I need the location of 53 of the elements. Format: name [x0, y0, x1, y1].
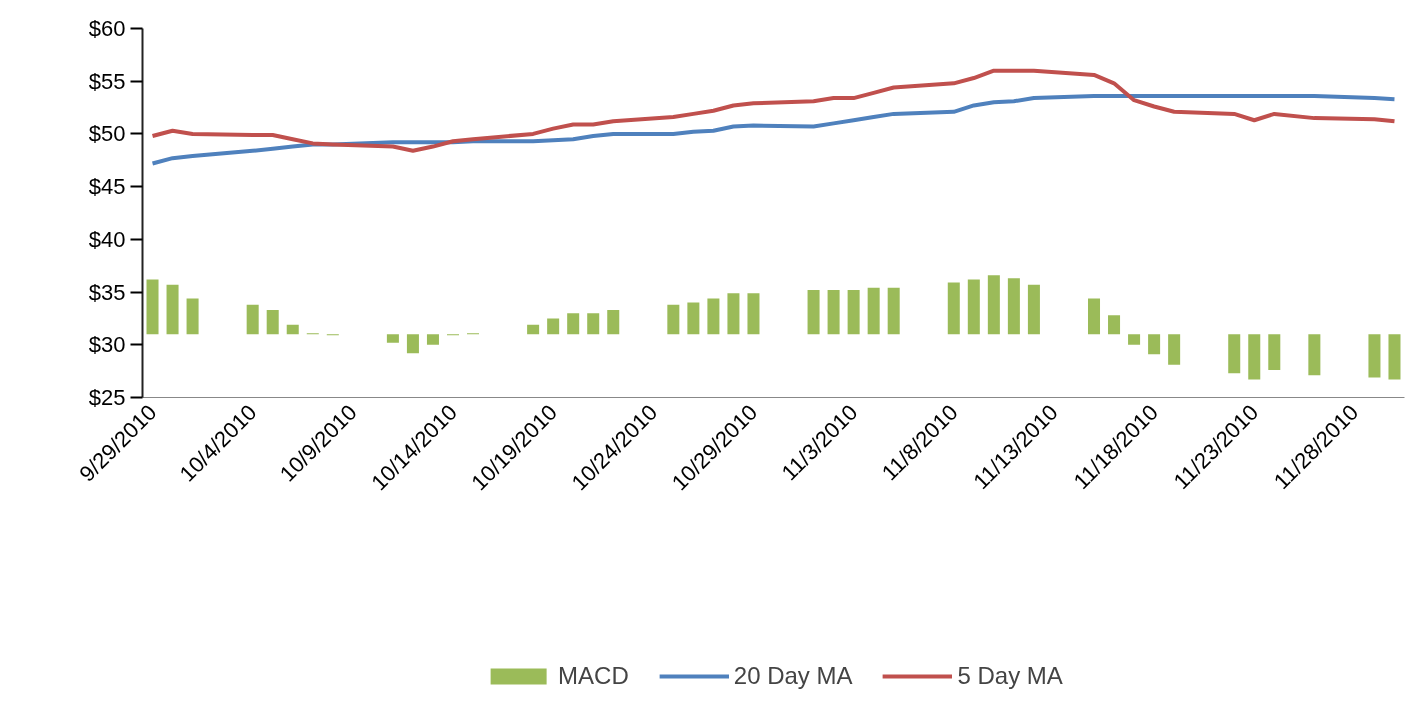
bar — [827, 289, 840, 335]
bar — [527, 324, 540, 335]
bar — [607, 309, 620, 335]
bar — [707, 298, 720, 335]
bar — [1308, 334, 1321, 376]
y-tick-label: $35 — [88, 279, 126, 305]
bar — [987, 275, 1000, 335]
bar — [1027, 284, 1040, 335]
legend-label: MACD — [558, 662, 629, 690]
bar — [406, 334, 419, 354]
legend-label: 20 Day MA — [733, 662, 853, 690]
bar — [667, 304, 680, 335]
y-tick-label: $55 — [88, 68, 126, 94]
bar — [1088, 298, 1101, 335]
bar — [867, 287, 880, 335]
legend-label: 5 Day MA — [957, 662, 1063, 690]
bar — [186, 298, 199, 335]
bar — [1388, 334, 1401, 380]
bar — [587, 313, 600, 335]
bar — [1228, 334, 1241, 374]
y-tick-label: $30 — [88, 332, 126, 358]
bar — [1368, 334, 1381, 378]
bar — [1007, 278, 1020, 335]
y-tick-label: $25 — [88, 385, 126, 410]
bar — [727, 293, 740, 335]
line-series — [150, 93, 1397, 166]
bar — [246, 304, 259, 335]
bar — [887, 287, 900, 335]
bar — [747, 293, 760, 335]
bar — [567, 313, 580, 335]
bar — [286, 324, 299, 335]
bar — [547, 318, 560, 335]
y-tick-label: $45 — [88, 174, 126, 200]
y-tick-label: $40 — [88, 226, 126, 252]
bar — [807, 289, 820, 335]
bar — [146, 279, 159, 335]
bar — [386, 334, 399, 343]
line-series — [150, 68, 1397, 153]
bar — [967, 279, 980, 335]
bar — [426, 334, 439, 345]
bar — [1168, 334, 1181, 365]
y-tick-label: $60 — [88, 16, 126, 41]
bar — [1248, 334, 1261, 380]
bar — [266, 309, 279, 335]
bar — [947, 282, 960, 335]
bar — [1148, 334, 1161, 355]
bar — [166, 284, 179, 335]
bar — [1108, 315, 1121, 335]
bar — [1128, 334, 1141, 345]
y-tick-label: $50 — [88, 121, 126, 147]
bar — [847, 289, 860, 335]
bar — [687, 302, 700, 335]
bar — [1268, 334, 1281, 371]
